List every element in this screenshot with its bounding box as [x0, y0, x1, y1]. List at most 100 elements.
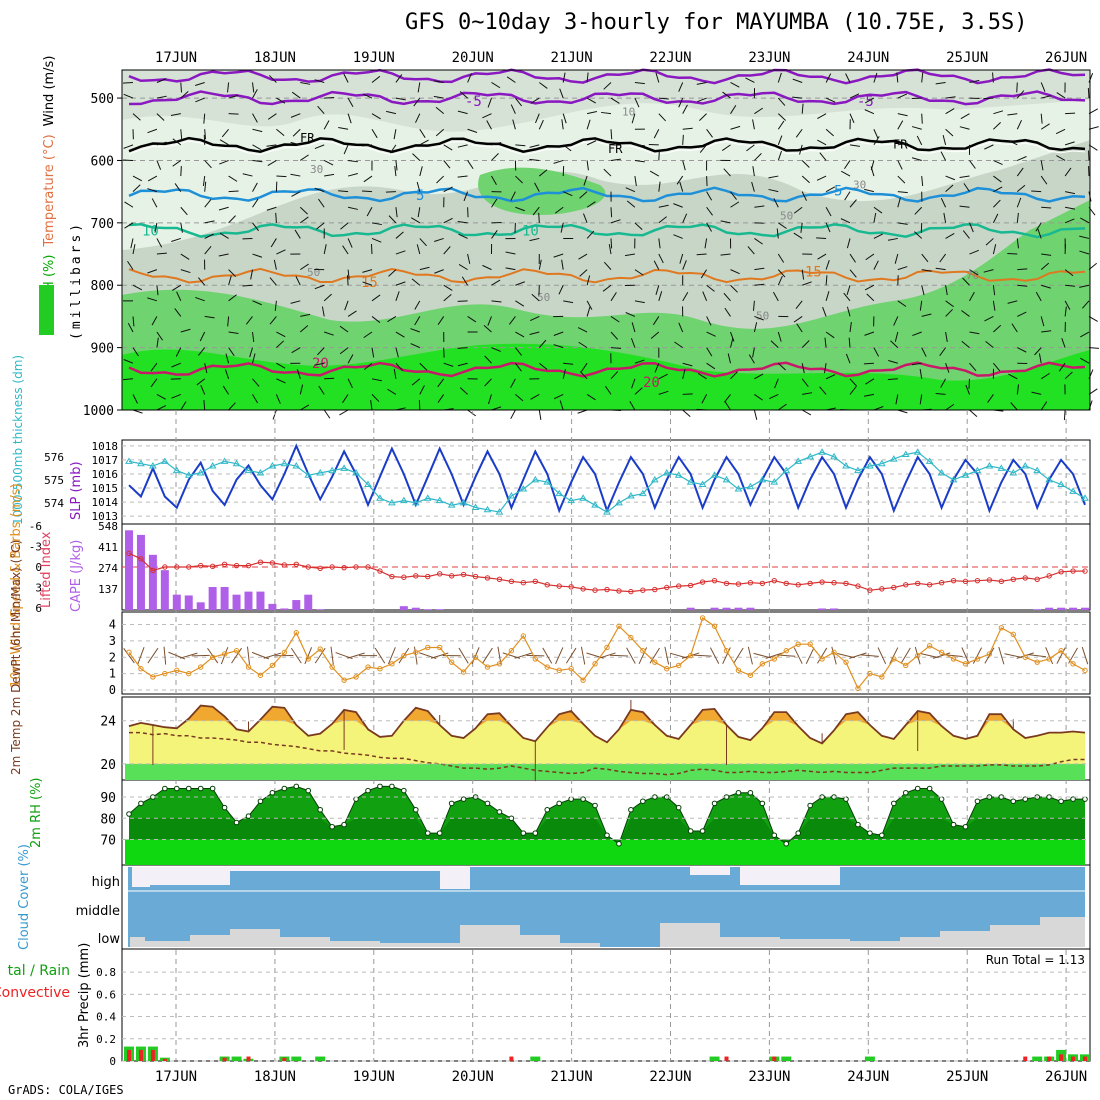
wind-barb [156, 113, 165, 121]
wind-barb [275, 394, 281, 404]
wind-barb [1038, 353, 1042, 364]
wind-barb [873, 406, 884, 411]
rh-marker [580, 796, 586, 802]
wind-barb [777, 362, 786, 371]
wind-barb [792, 96, 803, 99]
wind-speed-marker [962, 661, 969, 667]
wind-barb [290, 113, 301, 118]
wind-barb [658, 253, 664, 264]
li-marker [771, 577, 777, 584]
wind-barb [730, 201, 740, 208]
wind-barb [219, 232, 229, 239]
wind-speed-marker [1034, 659, 1040, 665]
wind-barb [228, 347, 235, 357]
wind-barb [1034, 347, 1042, 356]
surface-wind-barb [709, 647, 720, 664]
wind-barb [985, 340, 994, 349]
thickness-marker [1045, 475, 1054, 483]
isotherm-label: FR [608, 142, 623, 156]
wind-barb [706, 316, 712, 326]
rh-marker [747, 789, 754, 796]
cape-bar [208, 587, 217, 610]
wind-barb [510, 104, 516, 114]
wind-speed-marker [293, 630, 299, 636]
surface-wind-barb [693, 654, 712, 657]
wind-barb [919, 394, 923, 405]
wind-barb [314, 187, 325, 193]
wind-barb [347, 206, 358, 210]
wind-barb [935, 267, 946, 271]
wind-barb [630, 338, 636, 348]
wind-barb [840, 170, 851, 177]
rh-marker [221, 804, 228, 811]
li-marker [126, 550, 132, 557]
surface-wind-barb [793, 647, 803, 664]
wind-barb [266, 144, 277, 147]
wind-barb [674, 341, 683, 349]
wind-barb [730, 269, 740, 275]
thickness-marker [818, 448, 826, 455]
wind-barb [515, 347, 522, 356]
rh-marker [891, 800, 897, 807]
wind-barb [673, 234, 683, 239]
wind-barb [1064, 300, 1071, 310]
wind-barb [395, 347, 399, 358]
thickness-marker [220, 457, 229, 464]
wind-barb [579, 191, 588, 199]
wind-barb [992, 300, 996, 311]
wind-barb [919, 368, 923, 379]
surface-wind-barb [972, 647, 982, 664]
upper-tick-label: 900 [91, 342, 114, 357]
wind-barb [252, 222, 259, 232]
isotherm-freezing-inner [128, 140, 1086, 156]
wind-barb [467, 160, 474, 170]
wind-barb [242, 284, 253, 287]
wind-barb [825, 207, 832, 217]
wind-barb [921, 176, 924, 187]
wind-barb [801, 363, 805, 374]
wind-barb [945, 184, 954, 193]
thickness-marker [925, 457, 934, 464]
rh-contour-label: 50 [780, 210, 793, 223]
wind-barb [610, 207, 613, 218]
surface-wind-barb [984, 647, 995, 664]
wind-speed-marker [269, 662, 276, 669]
li-marker [269, 560, 276, 566]
wind-barb [1065, 284, 1076, 287]
li-marker [926, 582, 933, 588]
wind-barb [222, 385, 230, 395]
rh-marker [496, 809, 503, 815]
wind-barb [579, 269, 588, 277]
wind-barb [1041, 95, 1052, 99]
li-marker [950, 577, 957, 584]
wind-barb [180, 222, 183, 233]
wind-barb [558, 285, 564, 295]
wind-barb [721, 144, 731, 151]
thickness-marker [125, 457, 133, 464]
wind-barb [825, 186, 836, 193]
wind-barb [323, 293, 332, 302]
rh-marker [365, 787, 371, 794]
wind-barb [817, 139, 827, 146]
li-marker [1070, 568, 1076, 574]
wind-barb [515, 206, 525, 212]
wind-barb [228, 94, 239, 99]
cloud-layer-label: low [98, 932, 121, 947]
wind-barb [864, 188, 875, 193]
wind-barb [825, 222, 831, 233]
wind-barb [1040, 372, 1050, 380]
wind-barb [795, 300, 803, 309]
wind-barb [801, 340, 810, 348]
footer-credit: GrADS: COLA/IGES [8, 1083, 124, 1097]
wind-barb [1017, 347, 1027, 353]
wind-barb [228, 331, 239, 335]
cape-bar [746, 607, 755, 610]
wind-barb [844, 160, 851, 170]
wind-barb [601, 111, 612, 115]
wind-barb [724, 401, 731, 411]
wind-barb [482, 264, 492, 271]
wind-barb [314, 144, 325, 149]
wind-barb [625, 312, 636, 317]
wind-barb [965, 384, 970, 395]
cape-bar [304, 594, 313, 610]
